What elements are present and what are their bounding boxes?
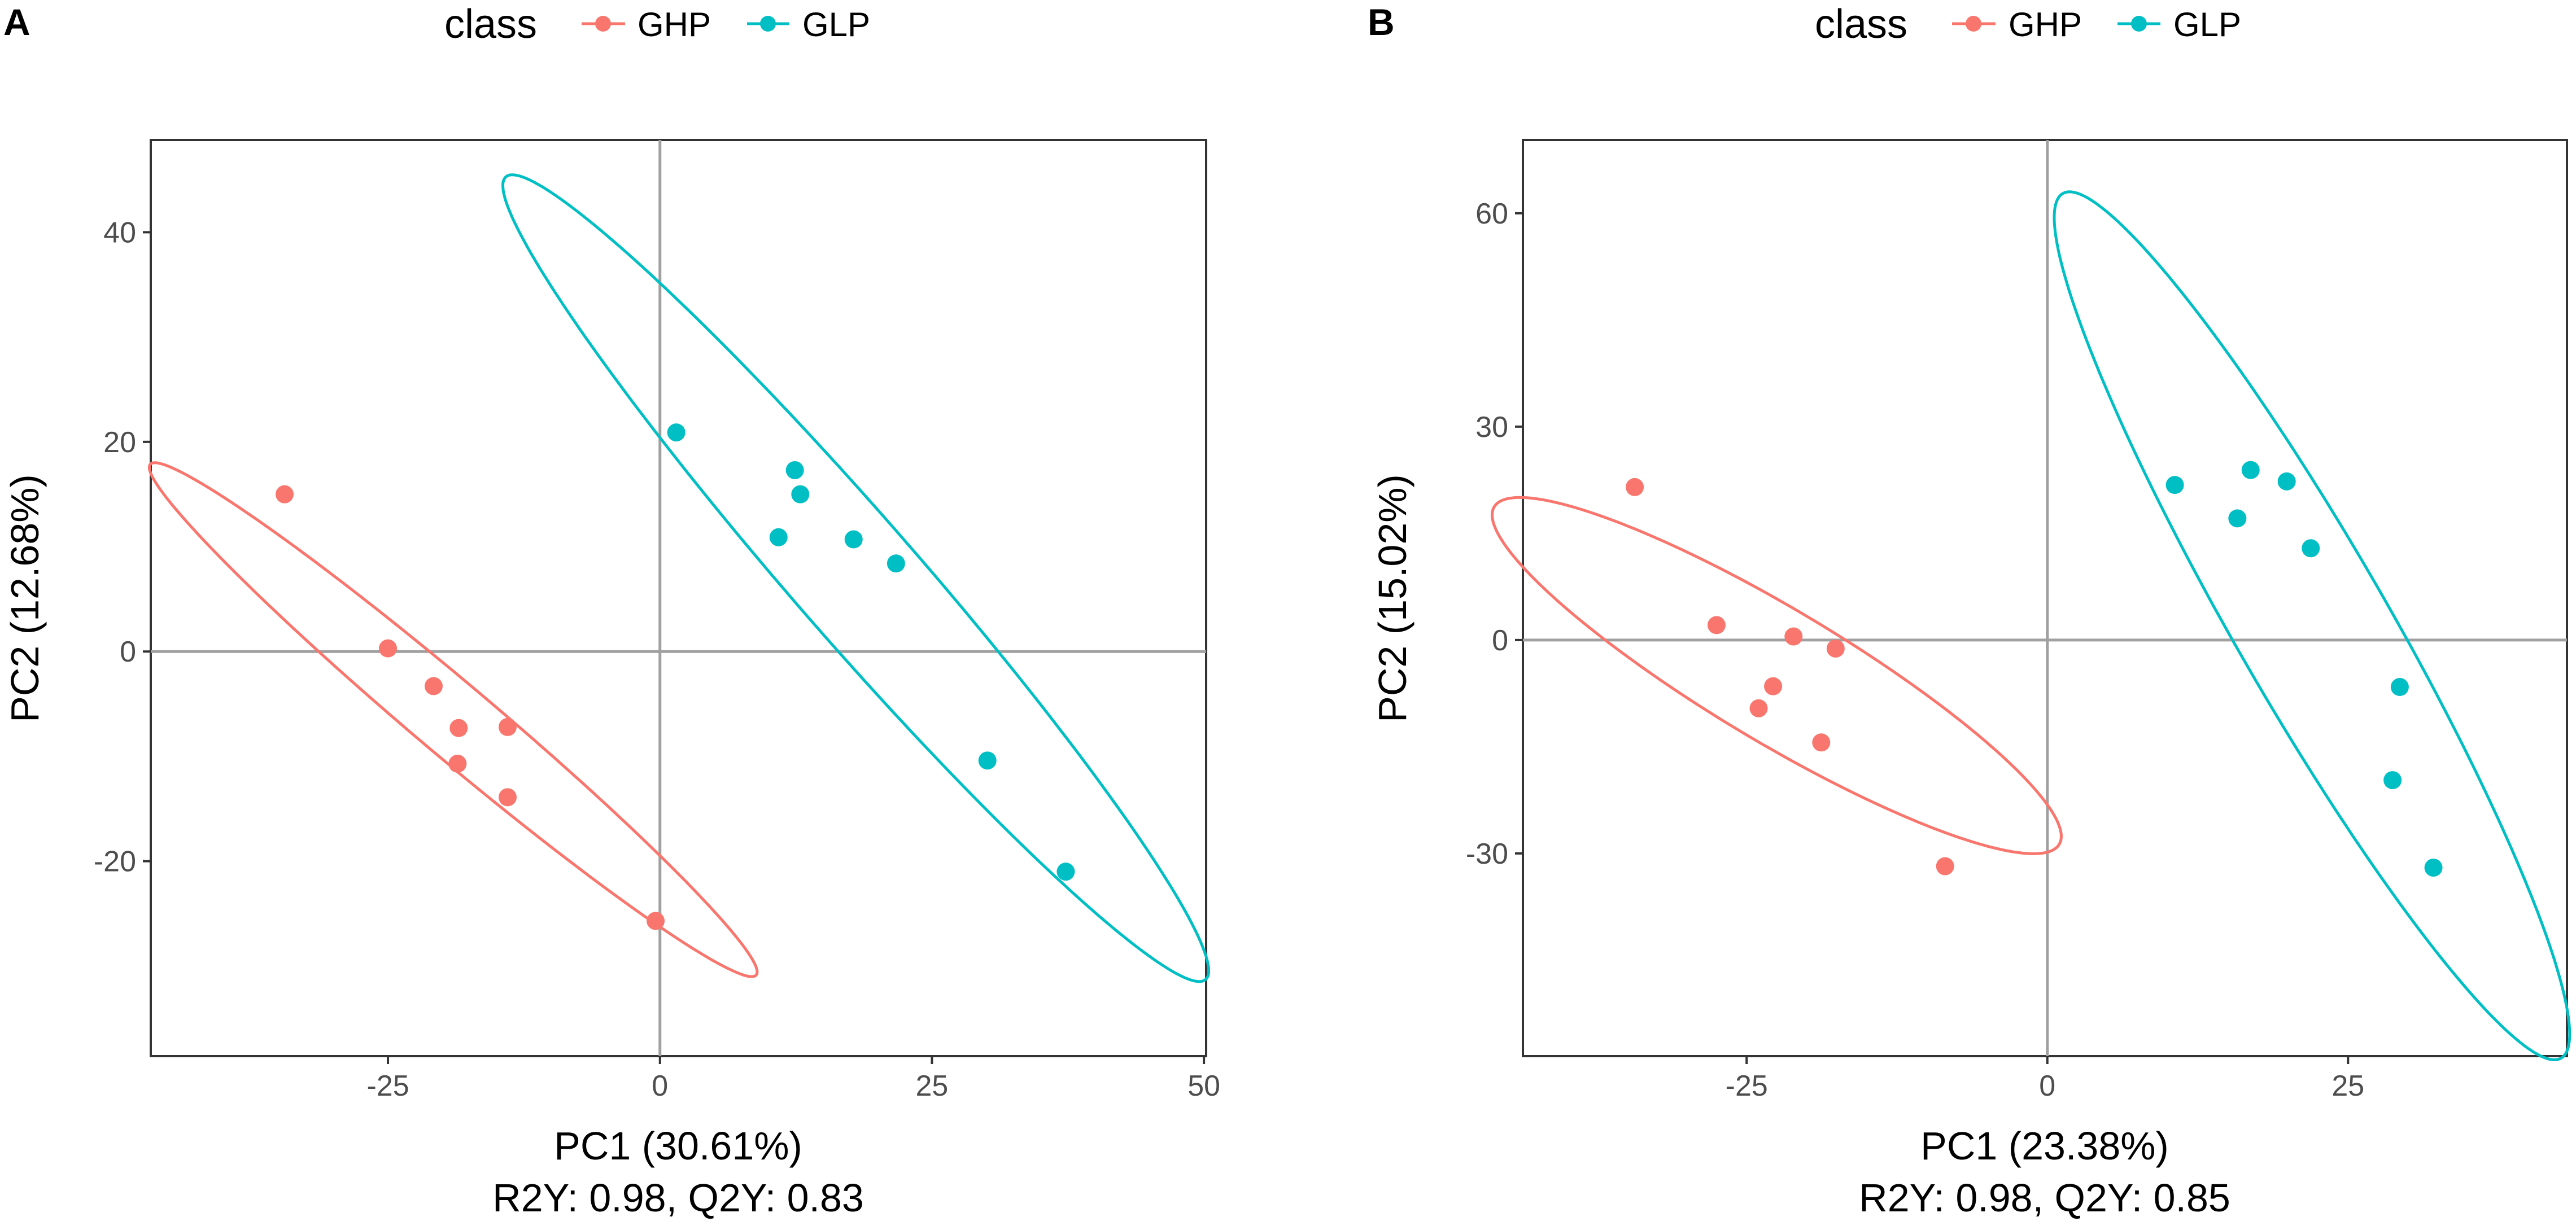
panel-a: A class GHP GLP -25 0 25 50 -20 0 20 40 PC1 (3… [3,1,1220,1220]
point-glp [2424,859,2443,877]
x-tick-label: -25 [1726,1070,1768,1102]
point-glp [2302,539,2320,558]
x-tick-label: 50 [1187,1070,1220,1102]
point-ghp [498,788,517,807]
y-axis-ticks: -20 0 20 40 [94,216,151,878]
legend-marker-ghp [1966,16,1981,32]
point-ghp [1749,699,1768,717]
y-axis-ticks: -30 0 30 60 [1466,198,1523,870]
point-ghp [1764,677,1783,695]
zero-lines [1523,140,2567,1056]
point-glp [2383,771,2402,790]
point-ghp [449,719,468,737]
point-glp [978,751,997,770]
point-glp [785,461,804,479]
confidence-ellipses [147,173,1211,983]
legend-marker-glp [760,16,776,32]
legend-marker-glp [2131,16,2147,32]
x-axis-title: PC1 (23.38%) [1920,1124,2169,1168]
plot-area [150,139,1207,1057]
x-tick-label: 0 [2039,1070,2055,1102]
panel-label: B [1368,1,1395,43]
x-axis-title: PC1 (30.61%) [554,1124,802,1168]
panel-b: B class GHP GLP -25 0 25 -30 0 30 60 PC1 (23.… [1368,1,2571,1220]
legend-key-ghp [582,16,625,32]
y-tick-label: -30 [1466,838,1508,870]
point-ghp [1812,733,1831,752]
model-stats: R2Y: 0.98, Q2Y: 0.83 [492,1176,864,1220]
legend-label-glp: GLP [2173,6,2241,43]
zero-lines [151,140,1206,1056]
ellipse-ghp [147,461,759,978]
legend-label-ghp: GHP [638,6,711,43]
point-glp [2277,472,2296,491]
legend-label-ghp: GHP [2009,6,2082,43]
legend-title: class [1815,2,1907,47]
y-tick-label: 60 [1475,198,1508,230]
point-ghp [379,639,398,658]
y-tick-label: -20 [94,846,136,878]
point-glp [2241,461,2260,479]
y-tick-label: 0 [120,636,136,668]
point-glp [2165,476,2184,494]
panel-label: A [3,1,30,43]
y-axis-title: PC2 (15.02%) [1370,474,1414,723]
point-glp [1056,863,1075,881]
y-tick-label: 0 [1492,624,1508,657]
point-glp [2390,678,2409,697]
point-ghp [1707,616,1726,634]
legend-key-glp [747,16,789,32]
legend-label-glp: GLP [802,6,870,43]
legend-title: class [444,2,537,47]
point-glp [667,423,686,442]
point-ghp [275,485,294,504]
ellipse-glp [2053,190,2571,1062]
ellipse-ghp [1490,496,2063,855]
data-points [275,423,1075,930]
point-ghp [448,754,467,773]
legend-key-glp [2117,16,2160,32]
point-ghp [424,677,443,695]
legend: class GHP GLP [444,2,870,47]
point-ghp [1936,857,1954,876]
point-ghp [1626,478,1644,496]
point-ghp [647,912,665,930]
plot-area [1522,139,2568,1057]
legend: class GHP GLP [1815,2,2241,47]
y-tick-label: 30 [1475,411,1508,444]
ellipse-glp [501,173,1211,983]
legend-key-ghp [1952,16,1996,32]
point-ghp [1784,627,1803,646]
point-glp [2228,509,2247,528]
y-tick-label: 20 [103,426,136,459]
point-glp [887,554,905,573]
y-tick-label: 40 [103,216,136,249]
legend-marker-ghp [595,16,611,32]
point-ghp [1826,639,1845,658]
point-ghp [498,717,517,736]
point-glp [769,528,788,546]
model-stats: R2Y: 0.98, Q2Y: 0.85 [1859,1176,2230,1220]
y-axis-title: PC2 (12.68%) [3,474,47,723]
x-tick-label: 25 [916,1070,949,1102]
confidence-ellipses [1490,190,2571,1062]
x-tick-label: 0 [652,1070,668,1102]
x-axis-ticks: -25 0 25 [1726,1056,2364,1102]
point-glp [791,485,810,504]
point-glp [844,530,863,549]
x-tick-label: 25 [2332,1070,2364,1102]
x-axis-ticks: -25 0 25 50 [366,1056,1220,1102]
data-points [1626,461,2443,877]
x-tick-label: -25 [366,1070,409,1102]
